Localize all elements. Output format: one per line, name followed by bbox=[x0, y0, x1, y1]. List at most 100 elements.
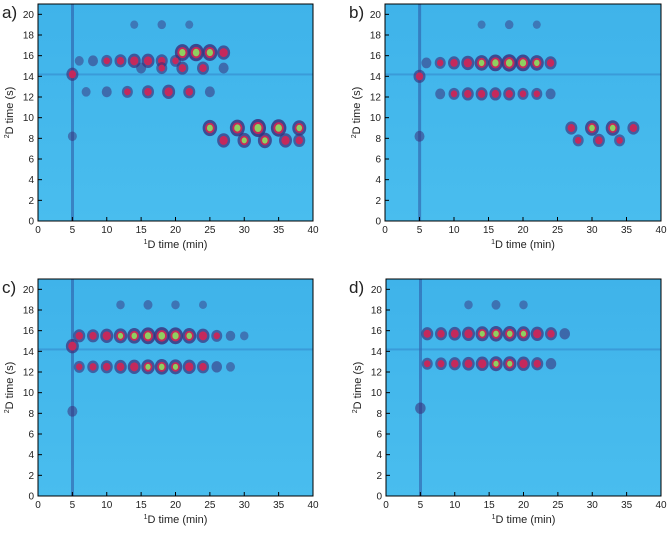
peak bbox=[168, 327, 183, 345]
peak bbox=[140, 327, 156, 345]
y-tick-label: 10 bbox=[370, 113, 382, 124]
peak-ring bbox=[144, 87, 152, 96]
peak bbox=[67, 131, 77, 142]
peak-core bbox=[206, 48, 214, 57]
peak bbox=[67, 405, 78, 417]
peak-core bbox=[131, 332, 138, 340]
peak bbox=[503, 87, 516, 101]
peak-ring bbox=[219, 48, 228, 58]
peak bbox=[585, 120, 599, 136]
peak bbox=[545, 327, 557, 341]
peak bbox=[121, 85, 133, 98]
peak-ring bbox=[437, 359, 445, 368]
peak-core bbox=[275, 124, 282, 132]
y-tick-label: 18 bbox=[371, 306, 383, 317]
peak-ring bbox=[464, 359, 473, 368]
x-label-text: D time (min) bbox=[148, 514, 208, 526]
x-tick-label: 40 bbox=[307, 500, 319, 511]
peak-halo bbox=[67, 131, 77, 142]
x-tick-label: 35 bbox=[273, 225, 285, 236]
peak-core bbox=[241, 137, 247, 144]
peak bbox=[218, 62, 229, 74]
peak-core bbox=[589, 124, 595, 132]
modulation-streak bbox=[419, 279, 422, 496]
y-tick-label: 20 bbox=[370, 10, 382, 21]
peak-halo bbox=[464, 300, 473, 310]
peak-ring bbox=[68, 341, 77, 351]
peak-halo bbox=[504, 20, 514, 30]
baseline-streak bbox=[385, 73, 661, 76]
peak bbox=[202, 44, 218, 61]
peak bbox=[292, 120, 307, 136]
peak bbox=[461, 55, 475, 71]
x-tick-label: 25 bbox=[204, 225, 216, 236]
peak bbox=[448, 357, 461, 371]
peak-ring bbox=[130, 56, 139, 66]
y-tick-label: 18 bbox=[23, 31, 35, 42]
peak bbox=[199, 300, 207, 310]
peak bbox=[176, 61, 189, 75]
peak-core bbox=[296, 124, 303, 132]
plot-background bbox=[385, 4, 661, 221]
peak bbox=[475, 87, 488, 101]
plot-area bbox=[38, 4, 313, 221]
peak bbox=[572, 134, 584, 147]
peak bbox=[489, 325, 503, 342]
y-tick-label: 4 bbox=[375, 175, 381, 186]
peak bbox=[448, 326, 461, 341]
peak-ring bbox=[295, 136, 303, 145]
peak bbox=[448, 87, 460, 100]
peak-core bbox=[117, 332, 124, 339]
x-tick-label: 10 bbox=[101, 500, 113, 511]
y-tick-label: 6 bbox=[375, 155, 381, 166]
peak-core bbox=[144, 332, 152, 340]
y-tick-label: 16 bbox=[371, 326, 383, 337]
peak bbox=[544, 56, 557, 70]
x-tick-label: 0 bbox=[383, 500, 389, 511]
y-tick-label: 16 bbox=[23, 326, 35, 337]
y-tick-label: 18 bbox=[370, 31, 382, 42]
peak bbox=[421, 57, 432, 69]
peak-ring bbox=[477, 89, 486, 98]
peak bbox=[116, 300, 125, 310]
y-tick-label: 8 bbox=[376, 409, 382, 420]
peak-ring bbox=[103, 362, 111, 371]
peak bbox=[182, 359, 196, 375]
peak-halo bbox=[199, 300, 207, 310]
peak bbox=[196, 328, 210, 344]
peak-core bbox=[186, 332, 193, 340]
peak bbox=[501, 54, 517, 72]
y-label-sup: 2 bbox=[4, 134, 11, 138]
peak bbox=[529, 55, 544, 71]
x-tick-label: 15 bbox=[483, 225, 495, 236]
peak-halo bbox=[415, 402, 426, 414]
peak bbox=[517, 87, 529, 100]
peak-halo bbox=[414, 130, 425, 142]
peak-ring bbox=[103, 57, 110, 65]
peak bbox=[182, 328, 197, 344]
peak bbox=[614, 134, 626, 147]
peak bbox=[475, 326, 489, 342]
x-tick-label: 10 bbox=[449, 500, 461, 511]
x-label-sup: 1 bbox=[492, 514, 496, 521]
peak-ring bbox=[567, 124, 575, 132]
y-tick-label: 12 bbox=[370, 93, 382, 104]
peak-core bbox=[505, 59, 513, 67]
x-tick-label: 5 bbox=[70, 225, 76, 236]
peak-ring bbox=[519, 90, 527, 98]
peak bbox=[171, 300, 180, 310]
peak-ring bbox=[68, 70, 77, 79]
modulation-streak bbox=[71, 279, 74, 496]
y-tick-label: 10 bbox=[23, 388, 35, 399]
x-axis-label: 1D time (min) bbox=[491, 239, 555, 251]
plot-background bbox=[38, 279, 313, 496]
peak bbox=[462, 326, 475, 341]
peak-halo bbox=[435, 88, 446, 100]
peak-halo bbox=[532, 20, 541, 29]
peak bbox=[477, 20, 486, 29]
peak-ring bbox=[629, 124, 638, 132]
peak-core bbox=[158, 363, 165, 371]
peak-halo bbox=[157, 20, 166, 30]
peak-halo bbox=[545, 358, 557, 370]
